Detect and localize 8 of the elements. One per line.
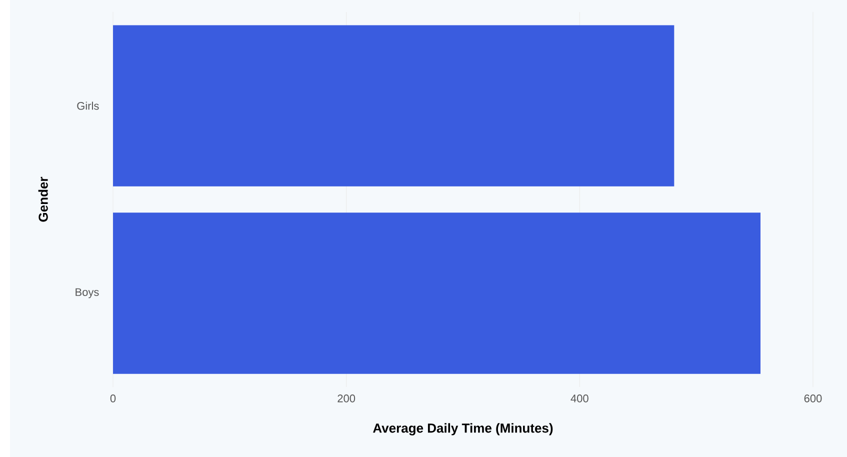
x-tick-label: 400 — [570, 394, 588, 402]
x-tick-label: 200 — [338, 394, 356, 402]
x-axis-title: Average Daily Time (Minutes) — [373, 423, 553, 436]
y-tick-label: Girls — [77, 102, 99, 110]
x-tick-label: 0 — [110, 394, 116, 402]
x-tick-label: 600 — [804, 394, 822, 402]
y-tick-label: Boys — [76, 288, 99, 298]
y-axis-title: Gender — [38, 176, 48, 222]
